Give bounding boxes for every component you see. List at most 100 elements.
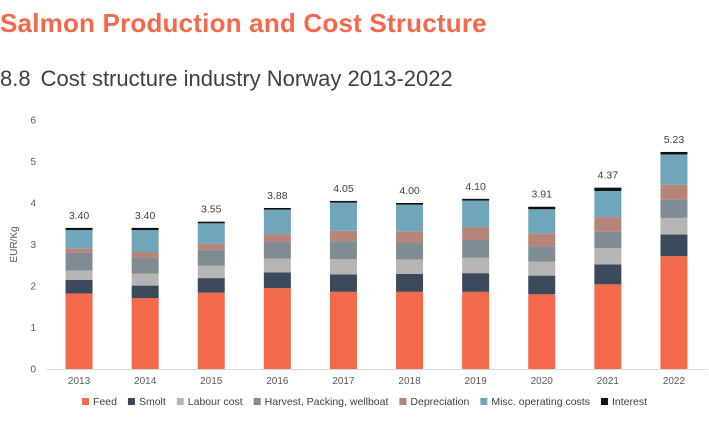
bar-segment-feed	[660, 256, 688, 369]
x-tick-label: 2016	[266, 376, 289, 387]
bar-segment-interest	[329, 200, 357, 203]
legend-item: Depreciation	[399, 396, 470, 408]
bar-stack-2014	[131, 227, 159, 369]
legend-swatch	[176, 398, 184, 405]
bar-segment-feed	[131, 298, 159, 369]
bar-segment-feed	[65, 293, 93, 369]
bar-segment-interest	[131, 227, 159, 230]
bar-segment-labour-cost	[528, 261, 556, 276]
bar-segment-depreciation	[594, 217, 622, 232]
bar-segment-harvest-packing-wellboat	[131, 257, 159, 274]
bar-stack-2013	[65, 227, 93, 369]
bar-segment-smolt	[263, 272, 291, 289]
y-tick-label: 4	[30, 199, 36, 210]
bar-segment-harvest-packing-wellboat	[263, 241, 291, 259]
bar-segment-harvest-packing-wellboat	[65, 252, 93, 271]
x-tick-label: 2022	[663, 376, 686, 387]
y-tick-label: 5	[30, 157, 36, 168]
legend-label: Harvest, Packing, wellboat	[265, 396, 389, 408]
total-label: 4.05	[333, 183, 354, 195]
bar-segment-depreciation	[263, 234, 291, 242]
bar-segment-interest	[396, 203, 424, 205]
bar-segment-interest	[528, 206, 556, 210]
legend-label: Misc. operating costs	[491, 396, 590, 408]
y-axis-label: EUR/Kg	[9, 226, 20, 262]
bar-segment-interest	[263, 207, 291, 210]
bar-segment-smolt	[329, 274, 357, 292]
total-label: 5.23	[664, 134, 685, 146]
bar-segment-interest	[65, 227, 93, 230]
bar-segment-labour-cost	[462, 257, 490, 274]
legend-item: Feed	[82, 396, 117, 408]
x-axis: 2013 2014 2015 2016 2017 2018 2019 2020 2021 2022	[46, 369, 707, 387]
legend-swatch	[399, 398, 407, 405]
bar-segment-smolt	[65, 279, 93, 294]
bar-segment-depreciation	[528, 233, 556, 247]
x-tick-label: 2015	[200, 376, 223, 387]
subtitle-text: Cost structure industry Norway 2013-2022	[40, 66, 453, 91]
legend-item: Harvest, Packing, wellboat	[253, 396, 389, 408]
bar-segment-harvest-packing-wellboat	[396, 242, 424, 260]
bar-segment-labour-cost	[594, 248, 622, 265]
bar-segment-depreciation	[462, 227, 490, 240]
legend-label: Feed	[93, 396, 117, 408]
bar-segment-interest	[462, 198, 490, 201]
bar-stack-2021	[594, 187, 622, 369]
bar-segment-labour-cost	[396, 259, 424, 274]
bar-segment-depreciation	[329, 230, 357, 242]
x-tick-label: 2021	[597, 376, 620, 387]
page-title: Salmon Production and Cost Structure	[0, 8, 487, 38]
y-tick-label: 2	[30, 282, 36, 293]
total-label: 4.10	[465, 181, 486, 193]
bar-segment-harvest-packing-wellboat	[528, 246, 556, 262]
bar-segment-smolt	[528, 275, 556, 295]
bar-segment-smolt	[660, 234, 688, 257]
bar-segment-smolt	[197, 278, 225, 293]
bar-segment-misc-operating-costs	[594, 190, 622, 218]
y-tick-label: 6	[30, 116, 36, 127]
bar-segment-misc-operating-costs	[263, 209, 291, 235]
bar-segment-feed	[197, 292, 225, 369]
bar-stack-2019	[462, 198, 490, 369]
bar-segment-feed	[594, 284, 622, 369]
x-tick-label: 2017	[332, 376, 355, 387]
bar-segment-depreciation	[396, 231, 424, 243]
bar-segment-depreciation	[197, 243, 225, 250]
legend-item: Labour cost	[176, 396, 243, 408]
bar-segment-misc-operating-costs	[462, 200, 490, 228]
total-label: 3.40	[135, 210, 156, 222]
bar-segment-labour-cost	[329, 259, 357, 275]
bar-segment-feed	[329, 291, 357, 369]
bar-segment-feed	[528, 294, 556, 369]
bar-segment-harvest-packing-wellboat	[594, 231, 622, 249]
bar-segment-harvest-packing-wellboat	[329, 241, 357, 260]
bar-segment-depreciation	[660, 184, 688, 200]
bar-segment-depreciation	[65, 248, 93, 253]
bar-stack-2020	[528, 206, 556, 369]
bar-segment-harvest-packing-wellboat	[660, 199, 688, 218]
x-tick-label: 2019	[465, 376, 488, 387]
legend-label: Interest	[612, 396, 647, 408]
legend-swatch	[82, 398, 89, 405]
x-tick-label: 2013	[68, 376, 91, 387]
bar-segment-feed	[263, 288, 291, 369]
legend-item: Smolt	[127, 396, 166, 408]
bar-segment-smolt	[396, 273, 424, 292]
bar-segment-misc-operating-costs	[660, 154, 688, 185]
bar-segment-labour-cost	[660, 217, 688, 235]
bar-stack-2022	[660, 151, 688, 369]
legend-label: Depreciation	[410, 396, 469, 408]
bar-segment-labour-cost	[65, 270, 93, 280]
bar-segment-misc-operating-costs	[197, 223, 225, 244]
bar-stack-2016	[263, 207, 291, 369]
bar-segment-smolt	[462, 273, 490, 292]
x-tick-label: 2014	[134, 376, 157, 387]
y-tick-label: 0	[30, 365, 36, 376]
bar-segment-smolt	[594, 264, 622, 285]
bar-segment-labour-cost	[131, 273, 159, 286]
bar-segment-feed	[396, 291, 424, 369]
bar-segment-interest	[660, 151, 688, 155]
bar-segment-misc-operating-costs	[131, 229, 159, 252]
legend-swatch	[127, 398, 135, 405]
bar-segment-labour-cost	[197, 265, 225, 279]
